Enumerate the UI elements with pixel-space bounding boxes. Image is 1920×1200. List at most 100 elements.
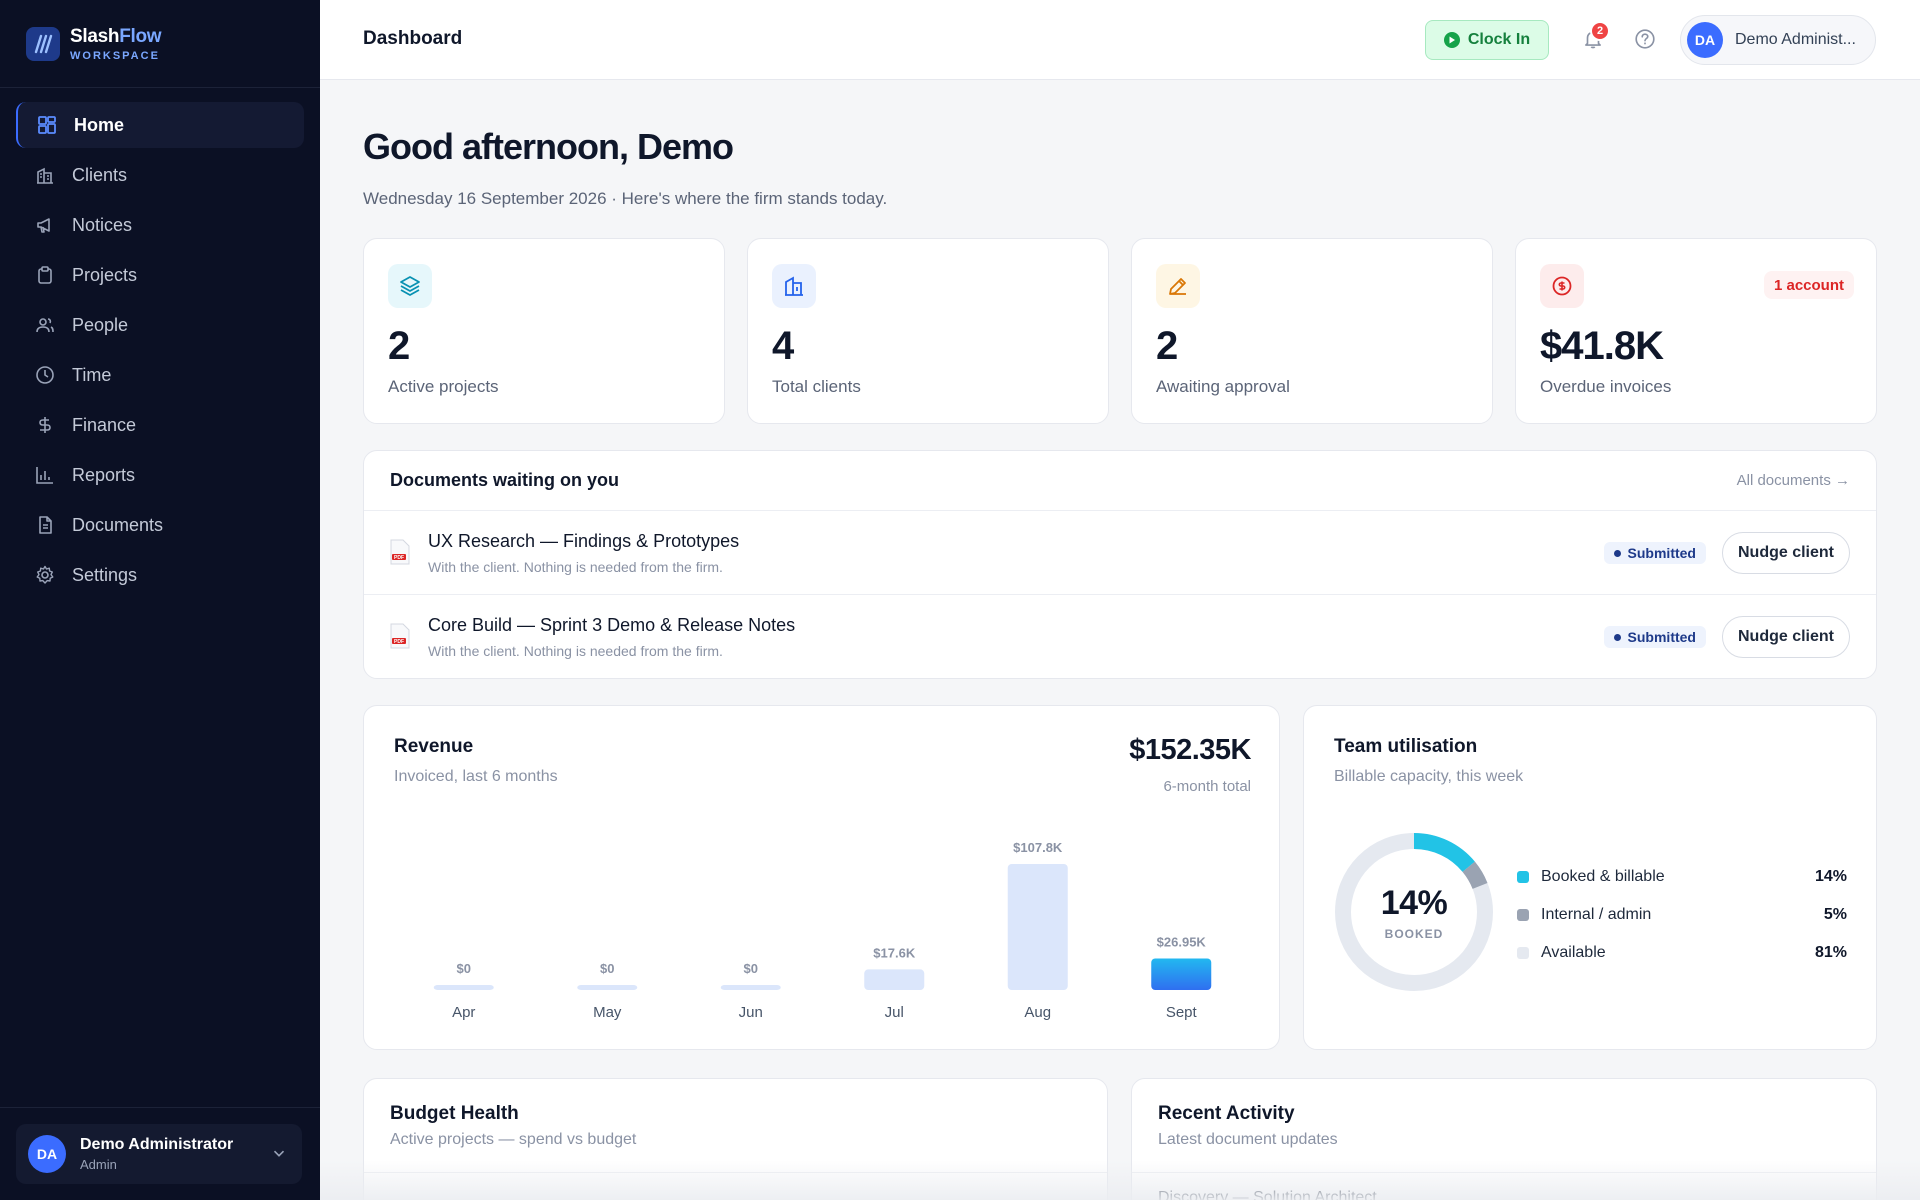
- activity-item[interactable]: Discovery — Solution Architect...: [1158, 1189, 1391, 1200]
- stat-card-awaiting-approval[interactable]: 2 Awaiting approval: [1131, 238, 1493, 424]
- pdf-icon: PDF: [390, 623, 410, 649]
- gear-icon: [34, 564, 56, 586]
- sidebar-item-home[interactable]: Home: [16, 102, 304, 148]
- user-menu[interactable]: DA Demo Administ...: [1680, 15, 1876, 65]
- brand[interactable]: SlashFlow WORKSPACE: [0, 0, 320, 88]
- revenue-bar-chart: $0 Apr $0 May $0 Jun $17.6K Jul $107.8K Aug $26.95…: [433, 840, 1212, 1021]
- svg-text:PDF: PDF: [394, 555, 404, 561]
- sidebar-divider: [0, 1107, 320, 1108]
- legend-value: 81%: [1814, 944, 1847, 961]
- recent-activity-card: Recent Activity Latest document updates …: [1131, 1078, 1877, 1200]
- topbar: Dashboard Clock In 2 DA Demo Administ...: [320, 0, 1920, 80]
- sidebar-item-label: Home: [74, 114, 125, 135]
- sidebar-item-notices[interactable]: Notices: [16, 202, 304, 248]
- stat-card-total-clients[interactable]: 4 Total clients: [747, 238, 1109, 424]
- x-tick-label: Aug: [1024, 1004, 1051, 1021]
- megaphone-icon: [34, 214, 56, 236]
- legend-item: Available 81%: [1517, 934, 1847, 972]
- sidebar-item-documents[interactable]: Documents: [16, 502, 304, 548]
- revenue-bar-sept[interactable]: [1151, 958, 1212, 991]
- sidebar-item-label: Notices: [72, 214, 133, 235]
- revenue-bar-apr[interactable]: [433, 985, 494, 990]
- donut-segment-booked: [1335, 833, 1493, 991]
- sidebar-item-reports[interactable]: Reports: [16, 452, 304, 498]
- legend-value: 5%: [1823, 906, 1847, 923]
- donut-value: 14%: [1380, 883, 1448, 922]
- revenue-bar-aug[interactable]: [1007, 864, 1068, 990]
- x-tick-label: Jun: [739, 1004, 763, 1021]
- activity-subtitle: Latest document updates: [1158, 1131, 1338, 1148]
- revenue-bar-jul[interactable]: [864, 969, 925, 990]
- sidebar-item-label: Settings: [72, 564, 138, 585]
- help-icon[interactable]: [1634, 28, 1658, 52]
- sidebar-user-menu[interactable]: DA Demo Administrator Admin: [16, 1124, 302, 1184]
- overdue-accounts-badge: 1 account: [1763, 271, 1854, 299]
- building-icon: [34, 164, 56, 186]
- brand-name: SlashFlow: [70, 25, 162, 47]
- sidebar-item-label: Finance: [72, 414, 137, 435]
- revenue-bar-may[interactable]: [577, 985, 638, 990]
- building-icon: [772, 264, 816, 308]
- sidebar-nav: Home Clients Notices Projects People Tim…: [0, 88, 320, 598]
- legend-value: 14%: [1814, 868, 1847, 885]
- legend-name: Available: [1541, 944, 1606, 961]
- sidebar-item-label: Time: [72, 364, 112, 385]
- dollar-circle-icon: [1540, 264, 1584, 308]
- revenue-card: Revenue Invoiced, last 6 months $152.35K…: [363, 705, 1280, 1050]
- nudge-client-button[interactable]: Nudge client: [1722, 532, 1850, 574]
- stat-card-overdue-invoices[interactable]: 1 account $41.8K Overdue invoices: [1515, 238, 1877, 424]
- greeting-title: Good afternoon, Demo: [363, 126, 734, 167]
- sidebar-item-label: Projects: [72, 264, 138, 285]
- document-title[interactable]: UX Research — Findings & Prototypes: [428, 531, 740, 551]
- donut-label: BOOKED: [1384, 926, 1444, 941]
- x-tick-label: Sept: [1166, 1004, 1198, 1021]
- user-menu-name: Demo Administ...: [1735, 31, 1856, 48]
- sidebar-item-clients[interactable]: Clients: [16, 152, 304, 198]
- document-title[interactable]: Core Build — Sprint 3 Demo & Release Not…: [428, 615, 796, 635]
- document-icon: [34, 514, 56, 536]
- sidebar-item-time[interactable]: Time: [16, 352, 304, 398]
- sidebar-item-projects[interactable]: Projects: [16, 252, 304, 298]
- stat-label: Active projects: [388, 377, 499, 396]
- sidebar-item-label: Documents: [72, 514, 164, 535]
- stat-value: $41.8K: [1540, 324, 1664, 368]
- bar-data-label: $0: [600, 961, 614, 976]
- document-row[interactable]: PDF Core Build — Sprint 3 Demo & Release…: [364, 595, 1876, 679]
- sidebar-item-finance[interactable]: Finance: [16, 402, 304, 448]
- bar-data-label: $17.6K: [873, 945, 916, 960]
- avatar: DA: [1687, 22, 1723, 58]
- divider: [364, 1172, 1107, 1173]
- page-title: Dashboard: [363, 28, 463, 49]
- utilisation-subtitle: Billable capacity, this week: [1334, 768, 1524, 785]
- sidebar-item-people[interactable]: People: [16, 302, 304, 348]
- stat-label: Awaiting approval: [1156, 377, 1290, 396]
- sidebar-item-label: Clients: [72, 164, 128, 185]
- stat-label: Overdue invoices: [1540, 377, 1672, 396]
- greeting-subtitle: Wednesday 16 September 2026 · Here's whe…: [363, 189, 888, 208]
- utilisation-title: Team utilisation: [1334, 736, 1478, 757]
- chevron-down-icon: [270, 1144, 288, 1167]
- stat-card-active-projects[interactable]: 2 Active projects: [363, 238, 725, 424]
- bar-data-label: $0: [744, 961, 758, 976]
- legend-swatch: [1517, 947, 1529, 959]
- clock-in-button[interactable]: Clock In: [1425, 20, 1549, 60]
- stat-value: 4: [772, 324, 794, 368]
- nudge-client-button[interactable]: Nudge client: [1722, 616, 1850, 658]
- utilisation-donut-chart: [1335, 833, 1493, 991]
- donut-center: 14% BOOKED: [1334, 832, 1494, 992]
- x-tick-label: May: [593, 1004, 622, 1021]
- stat-value: 2: [388, 324, 410, 368]
- document-subtitle: With the client. Nothing is needed from …: [428, 643, 723, 659]
- activity-title: Recent Activity: [1158, 1103, 1295, 1124]
- brand-subtitle: WORKSPACE: [70, 49, 160, 62]
- revenue-bar-jun[interactable]: [720, 985, 781, 990]
- all-documents-link[interactable]: All documents →: [1736, 472, 1850, 489]
- document-row[interactable]: PDF UX Research — Findings & Prototypes …: [364, 511, 1876, 595]
- sidebar-item-settings[interactable]: Settings: [16, 552, 304, 598]
- x-tick-label: Jul: [885, 1004, 904, 1021]
- status-badge: Submitted: [1603, 542, 1706, 564]
- budget-health-card: Budget Health Active projects — spend vs…: [363, 1078, 1108, 1200]
- notification-badge: 2: [1590, 21, 1610, 41]
- documents-title: Documents waiting on you: [390, 470, 620, 490]
- legend-item: Internal / admin 5%: [1517, 896, 1847, 934]
